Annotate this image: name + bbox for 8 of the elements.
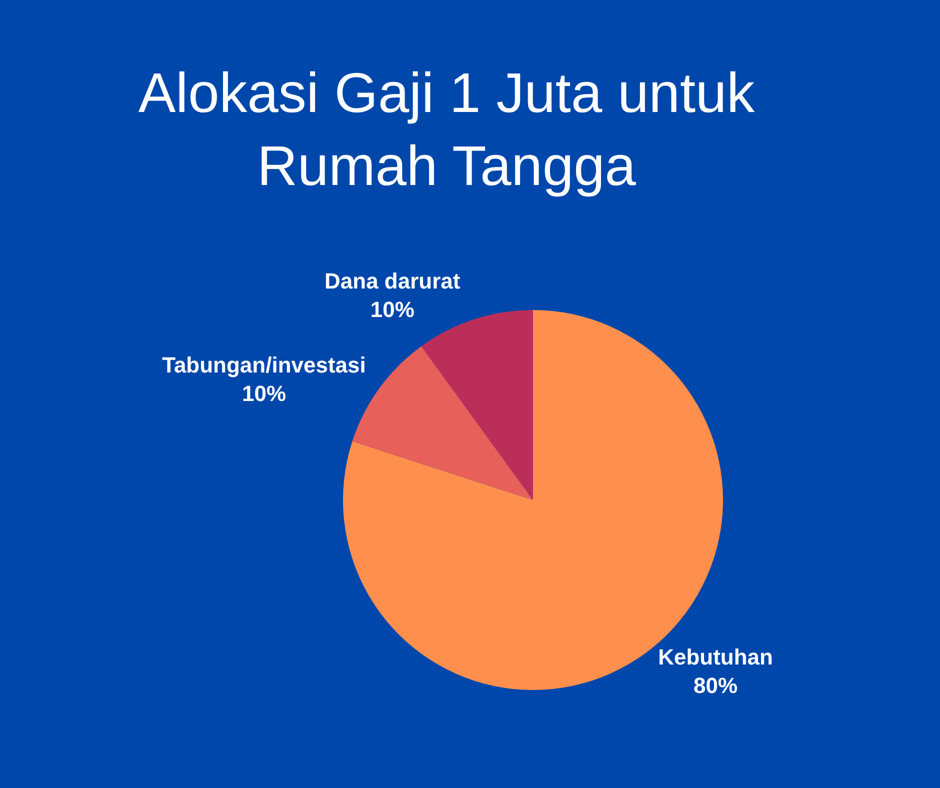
data-label: 80% (694, 673, 738, 698)
chart-title: Alokasi Gaji 1 Juta untuk Rumah Tangga (138, 61, 756, 197)
slice-label: Tabungan/investasi (162, 352, 366, 378)
data-label: 10% (242, 380, 286, 406)
data-label: 10% (370, 296, 414, 322)
slice-label: Dana darurat (324, 268, 461, 294)
pie-slice (421, 310, 533, 500)
slice-label: Kebutuhan (658, 644, 773, 670)
